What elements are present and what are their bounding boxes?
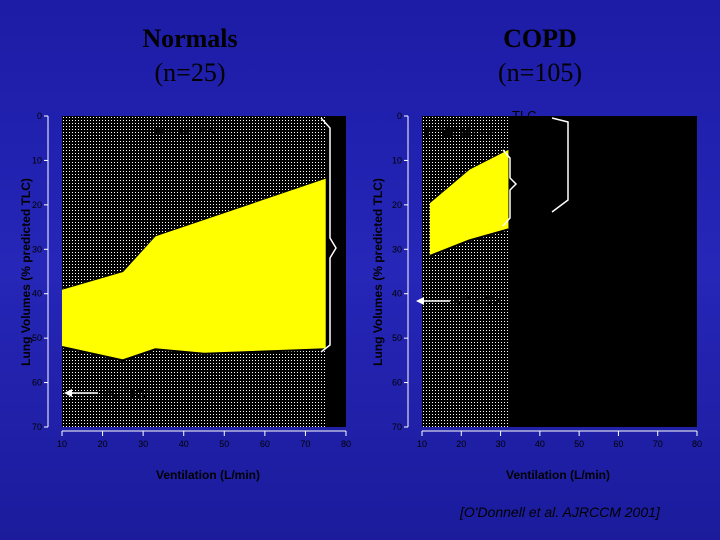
x-tick-label: 60 (613, 439, 623, 449)
eilv-label: EILV (516, 144, 544, 159)
eilv-line (61, 177, 326, 290)
vt-brace (502, 149, 518, 227)
x-tick-label: 50 (574, 439, 584, 449)
y-tick-label: 70 (32, 422, 42, 432)
y-tick-label: 0 (397, 111, 402, 121)
y-tick-label: 30 (392, 244, 402, 254)
y-tick-label: 40 (392, 289, 402, 299)
y-tick-label: 10 (392, 155, 402, 165)
x-axis-label: Ventilation (L/min) (506, 468, 610, 482)
irv-label: minimal IRV (425, 124, 495, 139)
vt-area (62, 178, 326, 361)
vcrv-arrowhead (416, 297, 424, 305)
eelv-line (61, 346, 326, 362)
vcrv-arrowhead (64, 389, 72, 397)
y-tick-label: 50 (392, 333, 402, 343)
x-tick-label: 10 (417, 439, 427, 449)
y-tick-label: 60 (392, 378, 402, 388)
x-tick-label: 40 (535, 439, 545, 449)
panel-normals: 0 10 20 30 40 50 60 70 10 20 30 40 50 60 70 80 Ventilati… (19, 111, 351, 482)
vc-brace (320, 117, 337, 353)
y-tick-label: 50 (32, 333, 42, 343)
y-tick-label: 30 (32, 244, 42, 254)
title-normals-sub: (n=25) (154, 58, 226, 87)
title-normals-main: Normals (142, 24, 238, 53)
x-tick-label: 50 (219, 439, 229, 449)
y-tick-label: 0 (37, 111, 42, 121)
citation: [O'Donnell et al. AJRCCM 2001] (460, 504, 660, 520)
y-tick-label: 10 (32, 155, 42, 165)
irv-label: minimal IRV (147, 122, 217, 137)
x-tick-label: 80 (692, 439, 702, 449)
ic-label: IC (579, 169, 592, 184)
title-copd-sub: (n=105) (498, 58, 582, 87)
x-tick-label: 30 (496, 439, 506, 449)
x-tick-label: 80 (341, 439, 351, 449)
vt-area (429, 149, 509, 256)
y-tick-label: 60 (32, 378, 42, 388)
x-tick-label: 70 (653, 439, 663, 449)
x-tick-label: 60 (260, 439, 270, 449)
y-tick-label: 70 (392, 422, 402, 432)
y-axis-label: Lung Volumes (% predicted TLC) (19, 178, 33, 366)
y-tick-label: 20 (32, 200, 42, 210)
vcrv-label: VC / RV (454, 294, 501, 309)
title-normals: Normals (n=25) (120, 22, 260, 90)
x-tick-label: 30 (138, 439, 148, 449)
title-copd: COPD (n=105) (470, 22, 610, 90)
x-tick-label: 20 (98, 439, 108, 449)
vt-label: V (522, 178, 531, 193)
title-copd-main: COPD (503, 24, 577, 53)
x-tick-label: 40 (179, 439, 189, 449)
y-axis-label: Lung Volumes (% predicted TLC) (371, 178, 385, 366)
y-tick-label: 20 (392, 200, 402, 210)
x-tick-label: 10 (57, 439, 67, 449)
x-tick-label: 70 (300, 439, 310, 449)
eelv-line (429, 228, 509, 257)
y-tick-label: 40 (32, 289, 42, 299)
vcrv-label: VC / RV (102, 385, 149, 400)
vt-subscript: T (531, 187, 537, 197)
eilv-line (429, 148, 509, 204)
panel-copd: 0 10 20 30 40 50 60 70 10 20 30 40 50 60 70 80 Ventilati… (371, 108, 702, 482)
delta-ic-label: ∆IC= -0.37±0.04 L (588, 241, 677, 253)
tlc-label: TLC (512, 108, 537, 123)
ic-brace (551, 117, 569, 213)
x-tick-label: 20 (456, 439, 466, 449)
x-axis-label: Ventilation (L/min) (156, 468, 260, 482)
eelv-label: EELV (512, 221, 545, 236)
